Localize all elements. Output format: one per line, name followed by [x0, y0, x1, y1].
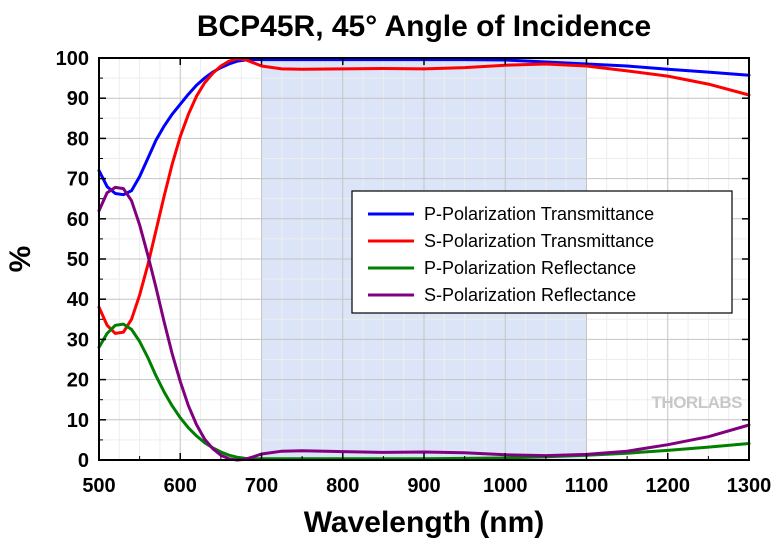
legend-box: [351, 190, 733, 314]
chart-title: BCP45R, 45° Angle of Incidence: [197, 10, 651, 43]
y-tick-label: 10: [67, 410, 89, 432]
watermark: THORLABS: [652, 393, 743, 412]
x-tick-label: 1100: [565, 475, 608, 497]
y-tick-label: 80: [67, 128, 89, 150]
y-tick-label: 100: [56, 48, 89, 70]
y-tick-label: 50: [67, 249, 89, 271]
y-tick-label: 70: [67, 169, 89, 191]
series-line-3: [97, 322, 751, 461]
y-tick-label: 90: [67, 88, 89, 110]
legend-label-2: S-Polarization Transmittance: [424, 231, 654, 251]
series-line-1: [97, 58, 751, 197]
x-tick-label: 1000: [483, 475, 528, 497]
y-tick-label: 40: [67, 289, 89, 311]
x-tick-label: 700: [245, 475, 278, 497]
x-axis-label: Wavelength (nm): [304, 506, 545, 539]
y-tick-label: 60: [67, 209, 89, 231]
y-tick-label: 30: [67, 329, 89, 351]
series-line-2: [97, 57, 751, 335]
y-tick-label: 0: [78, 450, 89, 472]
x-tick-label: 800: [326, 475, 359, 497]
x-tick-label: 600: [164, 475, 197, 497]
x-tick-label: 900: [407, 475, 440, 497]
x-tick-label: 500: [82, 475, 115, 497]
legend-label-4: S-Polarization Reflectance: [424, 285, 636, 305]
legend: P-Polarization Transmittance S-Polarizati…: [351, 190, 733, 314]
legend-label-1: P-Polarization Transmittance: [424, 204, 654, 224]
x-tick-label: 1300: [727, 475, 772, 497]
legend-label-3: P-Polarization Reflectance: [424, 258, 636, 278]
x-tick-label: 1200: [646, 475, 691, 497]
y-tick-label: 20: [67, 370, 89, 392]
y-axis-label: %: [4, 246, 37, 273]
